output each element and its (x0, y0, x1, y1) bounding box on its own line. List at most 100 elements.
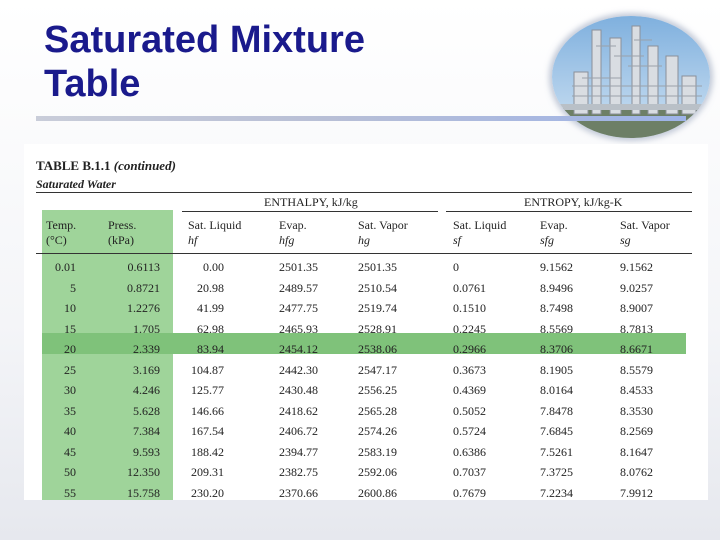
table-row: 25 3.169 104.87 2442.30 2547.17 0.3673 8.1905 8… (24, 361, 708, 382)
cell-temp: 30 (64, 383, 76, 397)
table-row: 45 9.593 188.42 2394.77 2583.19 0.6386 7.5261 8… (24, 443, 708, 464)
cell-press: 1.705 (133, 321, 160, 336)
cell-press: 15.758 (127, 485, 160, 500)
cell-temp: 55 (64, 485, 76, 500)
table-caption-continued: (continued) (113, 158, 176, 173)
cell-temp: 50 (64, 465, 76, 479)
cell-press: 3.169 (133, 362, 160, 377)
table-row: 35 5.628 146.66 2418.62 2565.28 0.5052 7.8478 8… (24, 402, 708, 423)
header-temp: Temp. (°C) (46, 218, 77, 247)
cell-sf: 0.4369 (453, 383, 486, 397)
cell-hfg: 2394.77 (279, 444, 318, 459)
cell-sf: 0.2966 (453, 342, 486, 356)
header-sf: Sat. Liquid sf (453, 218, 507, 247)
highlight-row-20c (42, 333, 686, 354)
title-underline (36, 116, 686, 121)
cell-press: 2.339 (133, 342, 160, 356)
cell-sfg: 7.8478 (540, 403, 573, 418)
cell-sfg: 8.5569 (540, 321, 573, 336)
cell-sf: 0.3673 (453, 362, 486, 377)
cell-sf: 0.6386 (453, 444, 486, 459)
enthalpy-group-rule (182, 211, 438, 212)
cell-sg: 8.1647 (620, 444, 653, 459)
cell-sg: 9.1562 (620, 260, 653, 274)
cell-hf: 167.54 (191, 424, 224, 438)
cell-sg: 8.9007 (620, 301, 653, 315)
cell-sf: 0.5724 (453, 424, 486, 438)
cell-hf: 125.77 (191, 383, 224, 397)
cell-hfg: 2454.12 (279, 342, 318, 356)
cell-temp: 45 (64, 444, 76, 459)
cell-hf: 146.66 (191, 403, 224, 418)
header-hg: Sat. Vapor hg (358, 218, 408, 247)
cell-hfg: 2406.72 (279, 424, 318, 438)
cell-press: 1.2276 (127, 301, 160, 315)
cell-sf: 0 (453, 260, 459, 274)
cell-hg: 2510.54 (358, 280, 397, 295)
table-subtitle: Saturated Water (36, 177, 116, 191)
cell-hg: 2556.25 (358, 383, 397, 397)
table-row: 55 15.758 230.20 2370.66 2600.86 0.7679 7.2234… (24, 484, 708, 501)
header-sg: Sat. Vapor sg (620, 218, 670, 247)
cell-hfg: 2501.35 (279, 260, 318, 274)
cell-sg: 8.4533 (620, 383, 653, 397)
cell-hg: 2528.91 (358, 321, 397, 336)
cell-hfg: 2465.93 (279, 321, 318, 336)
header-hfg: Evap. hfg (279, 218, 307, 247)
cell-press: 0.8721 (127, 280, 160, 295)
cell-hfg: 2418.62 (279, 403, 318, 418)
cell-hg: 2592.06 (358, 465, 397, 479)
cell-sfg: 9.1562 (540, 260, 573, 274)
cell-hf: 0.00 (203, 260, 224, 274)
cell-sfg: 7.2234 (540, 485, 573, 500)
cell-hf: 62.98 (197, 321, 224, 336)
cell-press: 0.6113 (127, 260, 160, 274)
table-row: 40 7.384 167.54 2406.72 2574.26 0.5724 7.6845 8… (24, 422, 708, 443)
table-caption-label: TABLE B.1.1 (36, 158, 111, 173)
cell-hg: 2583.19 (358, 444, 397, 459)
cell-sfg: 7.6845 (540, 424, 573, 438)
cell-sfg: 8.1905 (540, 362, 573, 377)
cell-sg: 8.6671 (620, 342, 653, 356)
table-caption: TABLE B.1.1 (continued) (36, 158, 176, 174)
table-row: 20 2.339 83.94 2454.12 2538.06 0.2966 8.3706 8.… (24, 340, 708, 361)
cell-sg: 8.0762 (620, 465, 653, 479)
cell-sf: 0.7679 (453, 485, 486, 500)
header-hf: Sat. Liquid hf (188, 218, 242, 247)
cell-hfg: 2370.66 (279, 485, 318, 500)
header-press: Press. (kPa) (108, 218, 137, 247)
table-row: 50 12.350 209.31 2382.75 2592.06 0.7037 7.3725… (24, 463, 708, 484)
cell-hf: 104.87 (191, 362, 224, 377)
cell-hg: 2565.28 (358, 403, 397, 418)
top-rule (36, 192, 692, 193)
cell-sg: 8.3530 (620, 403, 653, 418)
cell-hf: 230.20 (191, 485, 224, 500)
cell-press: 9.593 (133, 444, 160, 459)
cell-hfg: 2382.75 (279, 465, 318, 479)
cell-temp: 15 (64, 321, 76, 336)
cell-hfg: 2489.57 (279, 280, 318, 295)
cell-press: 4.246 (133, 383, 160, 397)
cell-sg: 8.7813 (620, 321, 653, 336)
cell-press: 7.384 (133, 424, 160, 438)
cell-sg: 8.2569 (620, 424, 653, 438)
cell-sf: 0.0761 (453, 280, 486, 295)
table-row: 10 1.2276 41.99 2477.75 2519.74 0.1510 8.7498 8… (24, 299, 708, 320)
table-body: 0.01 0.6113 0.00 2501.35 2501.35 0 9.1562 9.156… (24, 258, 708, 500)
cell-temp: 5 (70, 280, 76, 295)
cell-temp: 10 (64, 301, 76, 315)
cell-sfg: 8.9496 (540, 280, 573, 295)
cell-sg: 9.0257 (620, 280, 653, 295)
cell-hf: 41.99 (197, 301, 224, 315)
cell-temp: 0.01 (55, 260, 76, 274)
cell-hfg: 2442.30 (279, 362, 318, 377)
cell-hg: 2600.86 (358, 485, 397, 500)
slide-title-line-1: Saturated Mixture (44, 19, 365, 61)
cell-hg: 2538.06 (358, 342, 397, 356)
slide-title-line-2: Table (44, 63, 141, 105)
refinery-photo-icon (552, 16, 710, 138)
cell-hf: 20.98 (197, 280, 224, 295)
enthalpy-group-label: ENTHALPY, kJ/kg (264, 195, 358, 209)
cell-hg: 2547.17 (358, 362, 397, 377)
cell-temp: 40 (64, 424, 76, 438)
